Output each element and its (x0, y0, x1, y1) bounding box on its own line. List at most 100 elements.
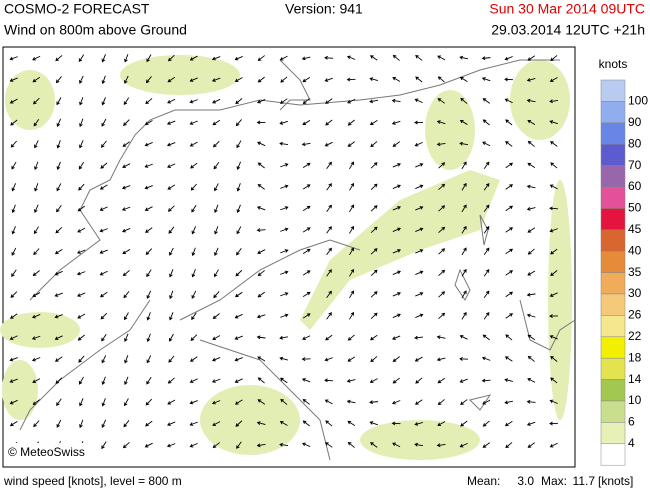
wind-arrow (280, 184, 289, 189)
wind-arrow (166, 120, 176, 125)
legend-swatch (600, 122, 626, 145)
wind-arrow (122, 270, 130, 277)
wind-arrow (234, 378, 243, 383)
wind-arrow (236, 248, 242, 256)
wind-arrow (460, 399, 468, 405)
wind-arrow (526, 421, 536, 426)
wind-arrow (189, 77, 198, 82)
wind-arrow (461, 268, 467, 277)
wind-arrow (349, 182, 355, 191)
wind-arrow (415, 227, 424, 232)
wind-arrow (56, 419, 62, 428)
wind-arrow (9, 420, 18, 427)
wind-arrow (279, 421, 288, 426)
wind-arrow (526, 98, 536, 103)
legend-label: 90 (628, 115, 642, 129)
wind-arrow (437, 377, 446, 384)
wind-arrow (10, 119, 18, 126)
wind-arrow (236, 161, 241, 170)
wind-arrow (166, 443, 176, 448)
wind-arrow (302, 420, 310, 427)
wind-arrow (526, 184, 536, 189)
wind-arrow (124, 355, 129, 364)
wind-arrow (483, 204, 490, 213)
wind-arrow (31, 314, 41, 319)
wind-arrow (9, 335, 18, 340)
wind-arrow (325, 334, 333, 341)
wind-arrow (190, 162, 198, 169)
wind-arrow (11, 161, 17, 170)
legend-swatch (600, 250, 626, 273)
wind-arrow (349, 268, 355, 277)
wind-arrow (549, 335, 558, 340)
wind-arrow (392, 54, 400, 61)
wind-arrow (169, 269, 174, 278)
wind-arrow (549, 184, 558, 190)
wind-arrow (56, 140, 61, 149)
wind-arrow (481, 56, 491, 61)
wind-arrow (347, 119, 355, 126)
wind-arrow (326, 161, 332, 169)
wind-arrow (234, 313, 243, 319)
wind-arrow (124, 376, 129, 386)
wind-arrow (505, 227, 514, 233)
wind-arrow (256, 206, 266, 211)
wind-arrow (214, 226, 219, 235)
wind-arrow (100, 140, 107, 148)
wind-arrow (461, 247, 467, 256)
wind-arrow (189, 141, 198, 147)
wind-arrow (370, 183, 378, 191)
legend-label: 45 (628, 222, 642, 236)
wind-arrow (527, 248, 535, 255)
wind-arrow (414, 98, 423, 104)
wind-arrow (504, 400, 514, 405)
wind-arrow (414, 399, 423, 405)
wind-arrow (483, 161, 490, 170)
wind-arrow (32, 76, 41, 83)
legend-label: 60 (628, 179, 642, 193)
wind-arrow (9, 77, 18, 82)
wind-arrow (33, 420, 40, 428)
wind-arrows (9, 54, 559, 450)
wind-arrow (346, 378, 356, 383)
wind-arrow (145, 98, 153, 105)
wind-arrow (392, 377, 400, 384)
wind-arrow (280, 227, 289, 232)
wind-arrow (370, 442, 378, 448)
wind-arrow (324, 77, 333, 82)
wind-arrow (527, 270, 536, 276)
wind-arrow (326, 183, 332, 191)
wind-arrow (482, 420, 490, 427)
wind-arrow (415, 184, 424, 189)
wind-arrow (78, 161, 85, 170)
wind-arrow (101, 398, 106, 407)
wind-arrow (79, 419, 84, 429)
legend-swatch (600, 422, 626, 445)
legend-swatch (600, 400, 626, 423)
wind-arrow (124, 75, 129, 84)
wind-arrow (301, 56, 311, 61)
wind-arrow (31, 357, 41, 362)
wind-arrow (56, 118, 61, 127)
wind-arrow (481, 356, 491, 361)
wind-arrow (436, 120, 446, 125)
wind-arrow (438, 248, 446, 255)
wind-arrow (437, 421, 446, 427)
wind-arrow (346, 55, 356, 60)
wind-arrow (280, 163, 289, 168)
wind-arrow (146, 269, 152, 278)
wind-arrow (505, 291, 514, 298)
wind-arrow (190, 334, 198, 341)
wind-arrow (144, 163, 153, 168)
wind-arrow (279, 356, 288, 361)
wind-arrow (236, 226, 242, 235)
wind-arrow (54, 335, 63, 340)
legend-label: 70 (628, 158, 642, 172)
wind-arrow (415, 313, 424, 318)
wind-arrow (31, 335, 41, 340)
wind-arrow (169, 247, 174, 256)
wind-arrow (146, 355, 152, 364)
wind-arrow (191, 312, 197, 321)
wind-arrow (438, 205, 446, 212)
wind-arrow (549, 421, 559, 426)
